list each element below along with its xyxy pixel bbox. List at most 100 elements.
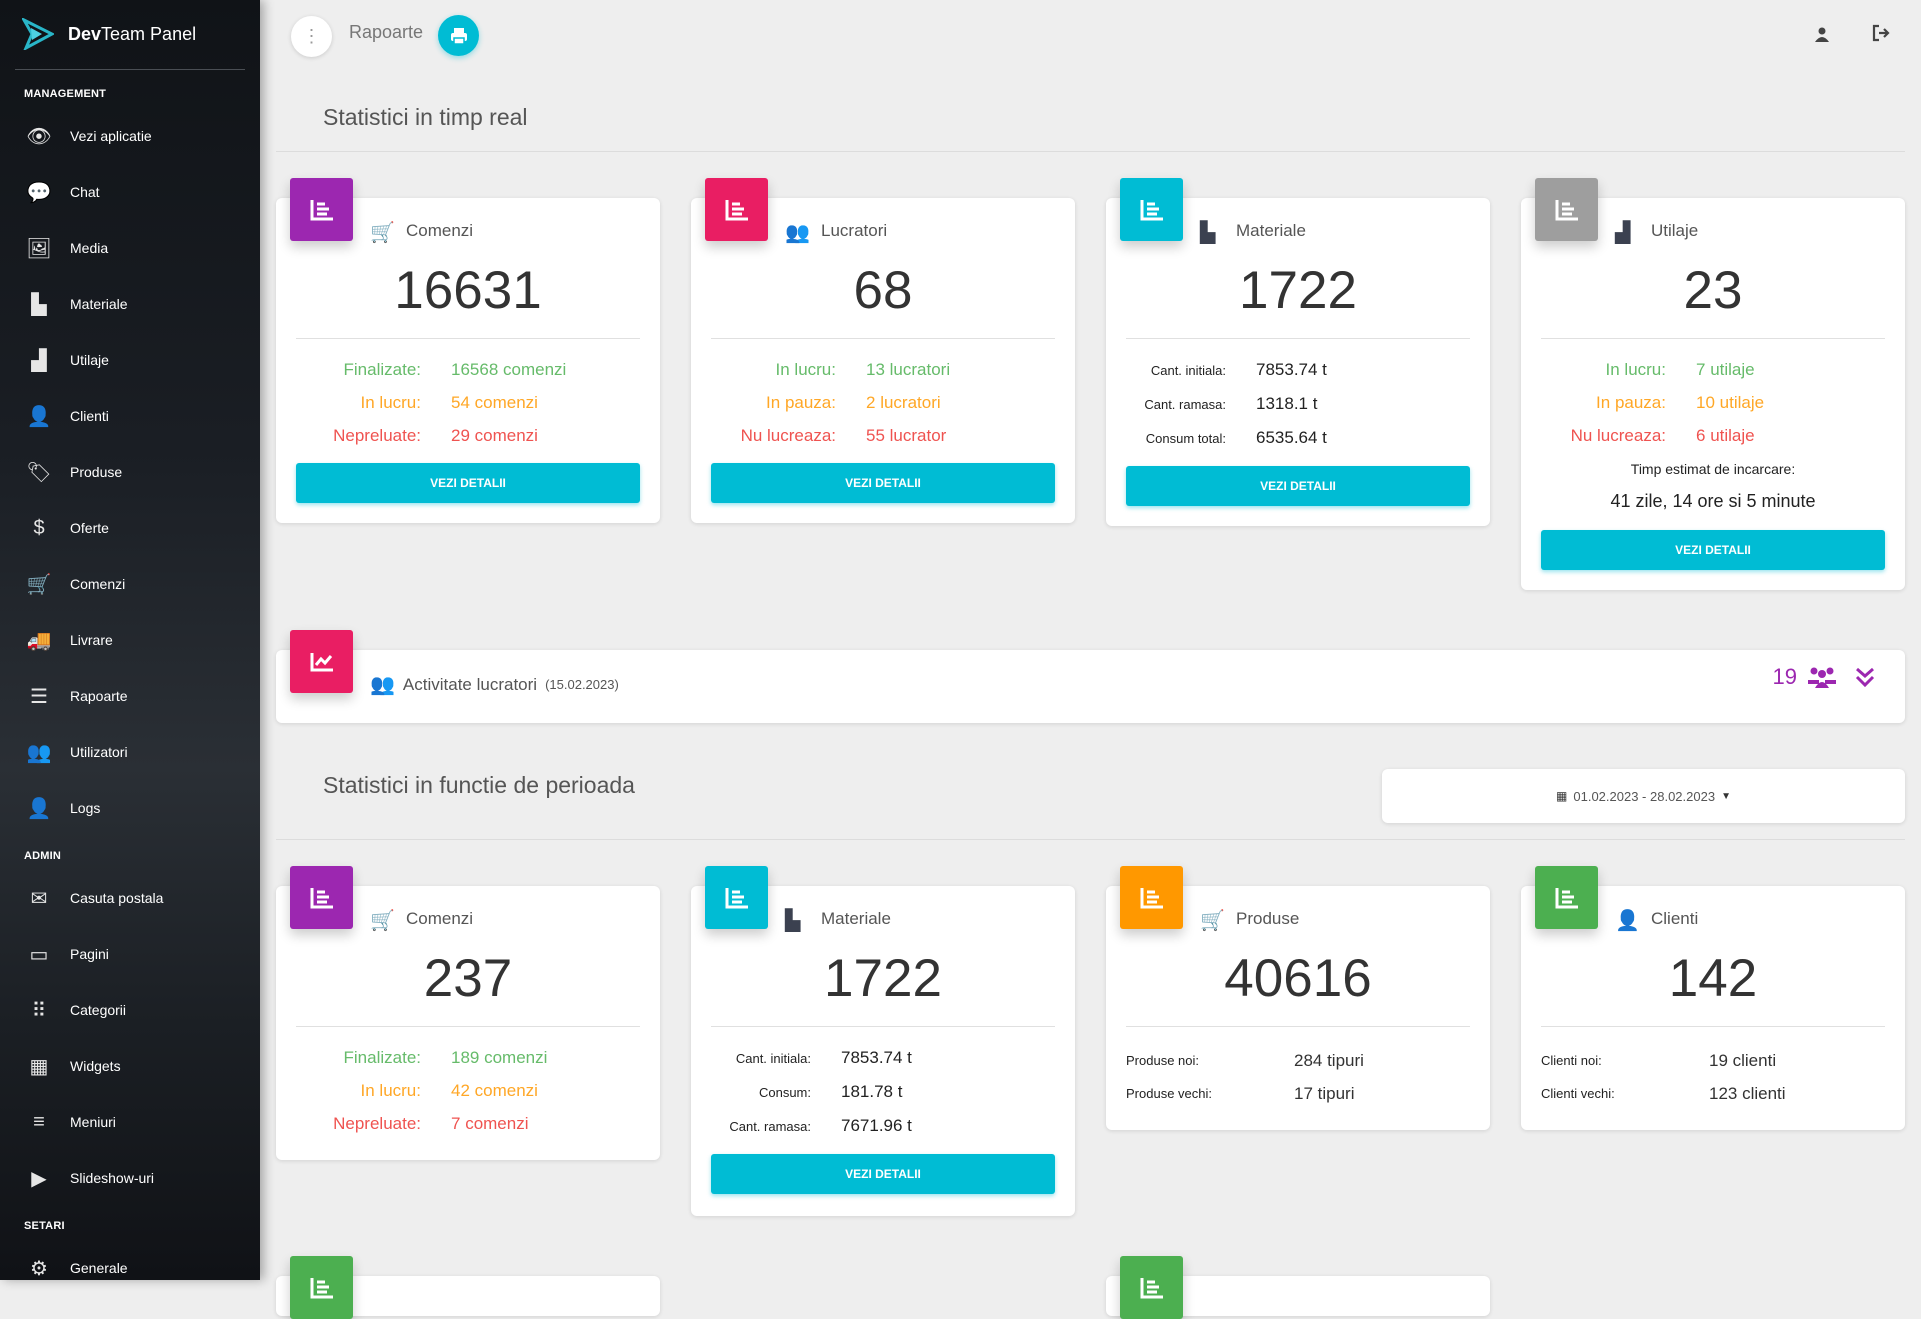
sidebar-item-label: Slideshow-uri <box>70 1170 155 1186</box>
sidebar-section-title: MANAGEMENT <box>24 88 107 100</box>
view-details-button[interactable]: VEZI DETALII <box>1126 466 1470 506</box>
stat-label: Nu lucreaza: <box>1570 425 1666 445</box>
sidebar-item-comenzi[interactable]: 🛒 Comenzi <box>24 564 244 604</box>
stat-row: In lucru: 7 utilaje <box>1521 353 1905 386</box>
card-total: 1722 <box>1239 261 1357 320</box>
users-icon: 👥 <box>370 674 395 696</box>
logo-icon <box>22 18 54 50</box>
activity-panel[interactable]: 👥 Activitate lucratori (15.02.2023) 19 <box>276 630 1905 723</box>
stat-number: 55 <box>866 425 885 445</box>
chevron-double-down-icon[interactable] <box>1855 666 1875 688</box>
card-badge <box>290 866 353 929</box>
divider <box>276 839 1905 840</box>
stat-number: 2 <box>866 392 876 412</box>
card-title: 👤 Clienti <box>1615 908 1699 932</box>
user-icon[interactable] <box>1814 26 1830 42</box>
stat-unit: lucratori <box>875 392 941 412</box>
section-title-period: Statistici in functie de perioada <box>323 772 635 798</box>
stat-label: In pauza: <box>1596 392 1666 412</box>
stat-value: 1318.1 t <box>1256 394 1317 414</box>
user-tie-icon: 👤 <box>26 405 52 428</box>
card-title-text: Clienti <box>1651 909 1699 928</box>
sidebar-item-pagini[interactable]: ▭ Pagini <box>24 934 244 974</box>
stat-label: In lucru: <box>360 392 421 412</box>
sidebar-item-oferte[interactable]: $ Oferte <box>24 508 244 548</box>
card-badge <box>1120 178 1183 241</box>
sidebar-item-label: Pagini <box>70 946 109 962</box>
view-details-button[interactable]: VEZI DETALII <box>1541 530 1885 570</box>
sidebar-item-label: Oferte <box>70 520 109 536</box>
chart-line-icon <box>310 652 333 671</box>
card-badge <box>1535 178 1598 241</box>
view-details-button[interactable]: VEZI DETALII <box>296 463 640 503</box>
stat-row: Consum total: 6535.64 t <box>1106 421 1490 455</box>
comments-icon: 💬 <box>26 181 52 204</box>
card-badge <box>290 1256 353 1319</box>
card-total: 16631 <box>394 261 542 320</box>
stat-label: Produse vechi: <box>1126 1086 1212 1101</box>
sidebar-item-label: Utilizatori <box>70 744 128 760</box>
stat-row: In lucru: 13 lucratori <box>691 353 1075 386</box>
stat-row: Nu lucreaza: 6 utilaje <box>1521 419 1905 452</box>
sidebar-item-label: Chat <box>70 184 100 200</box>
sidebar-item-chat[interactable]: 💬 Chat <box>24 172 244 212</box>
industry-icon: ▟ <box>31 349 47 372</box>
sidebar-item-media[interactable]: 🖼 Media <box>24 228 244 268</box>
sidebar-item-label: Widgets <box>70 1058 121 1074</box>
card-title: 🛒 Comenzi <box>370 908 473 932</box>
sidebar-item-rapoarte[interactable]: ☰ Rapoarte <box>24 676 244 716</box>
users-cog-icon: 👥 <box>26 741 52 764</box>
stat-value: 42 comenzi <box>451 1081 538 1101</box>
view-details-button[interactable]: VEZI DETALII <box>711 1154 1055 1194</box>
stat-number: 1318.1 t <box>1256 394 1318 413</box>
stat-unit: comenzi <box>479 1047 548 1067</box>
sidebar-item-livrare[interactable]: 🚚 Livrare <box>24 620 244 660</box>
stat-value: 29 comenzi <box>451 426 538 446</box>
menu-toggle-button[interactable]: ⋮ <box>291 16 332 57</box>
sidebar-item-utilizatori[interactable]: 👥 Utilizatori <box>24 732 244 772</box>
view-details-button[interactable]: VEZI DETALII <box>711 463 1055 503</box>
sidebar-item-categorii[interactable]: ⠿ Categorii <box>24 990 244 1030</box>
brand[interactable]: DevTeam Panel <box>22 18 196 50</box>
sidebar-item-materiale[interactable]: ▙ Materiale <box>24 284 244 324</box>
sidebar-item-logs[interactable]: 👤 Logs <box>24 788 244 828</box>
materials-icon: ▙ <box>1200 222 1216 244</box>
sidebar-item-produse[interactable]: 🏷 Produse <box>24 452 244 492</box>
stat-row: Nepreluate: 7 comenzi <box>276 1107 660 1140</box>
sidebar-item-generale[interactable]: ⚙ Generale <box>24 1248 244 1280</box>
stat-number: 181.78 t <box>841 1082 903 1101</box>
card-badge <box>1120 1256 1183 1319</box>
stat-row: In pauza: 10 utilaje <box>1521 386 1905 419</box>
date-range-value: 01.02.2023 - 28.02.2023 <box>1573 788 1716 804</box>
chart-bar-icon <box>1555 887 1578 908</box>
print-button[interactable] <box>438 15 479 56</box>
mailbox-icon: ✉ <box>30 887 48 910</box>
stat-unit: comenzi <box>498 359 567 379</box>
card-title-text: Utilaje <box>1651 221 1699 240</box>
divider <box>711 338 1055 339</box>
cogs-icon: ⚙ <box>30 1257 48 1280</box>
user-tie-icon: 👤 <box>1615 910 1640 932</box>
activity-title: Activitate lucratori <box>402 674 538 694</box>
sidebar-item-label: Materiale <box>70 296 128 312</box>
sidebar-item-casuta-postala[interactable]: ✉ Casuta postala <box>24 878 244 918</box>
sidebar-item-meniuri[interactable]: ≡ Meniuri <box>24 1102 244 1142</box>
logout-icon[interactable] <box>1871 24 1891 42</box>
date-range-picker[interactable]: ▦ 01.02.2023 - 28.02.2023 ▼ <box>1382 769 1905 823</box>
card-title-text: Lucratori <box>821 221 888 240</box>
sidebar-section-title: SETARI <box>24 1220 65 1232</box>
stat-label: In lucru: <box>360 1080 421 1100</box>
activity-date: (15.02.2023) <box>545 677 619 692</box>
sidebar-item-widgets[interactable]: ▦ Widgets <box>24 1046 244 1086</box>
sidebar-item-slideshow-uri[interactable]: ▶ Slideshow-uri <box>24 1158 244 1198</box>
card-stats: Clienti noi: 19 clienti Clienti vechi: 123 … <box>1521 1044 1905 1110</box>
sidebar-item-utilaje[interactable]: ▟ Utilaje <box>24 340 244 380</box>
stat-value: 17 tipuri <box>1294 1084 1354 1104</box>
stat-unit: comenzi <box>469 425 538 445</box>
stat-number: 7671.96 t <box>841 1116 912 1135</box>
divider <box>1126 1026 1470 1027</box>
sidebar-item-vezi-aplicatie[interactable]: 👁 Vezi aplicatie <box>24 116 244 156</box>
stat-label: Cant. ramasa: <box>1144 396 1226 412</box>
stat-number: 29 <box>451 425 470 445</box>
sidebar-item-clienti[interactable]: 👤 Clienti <box>24 396 244 436</box>
